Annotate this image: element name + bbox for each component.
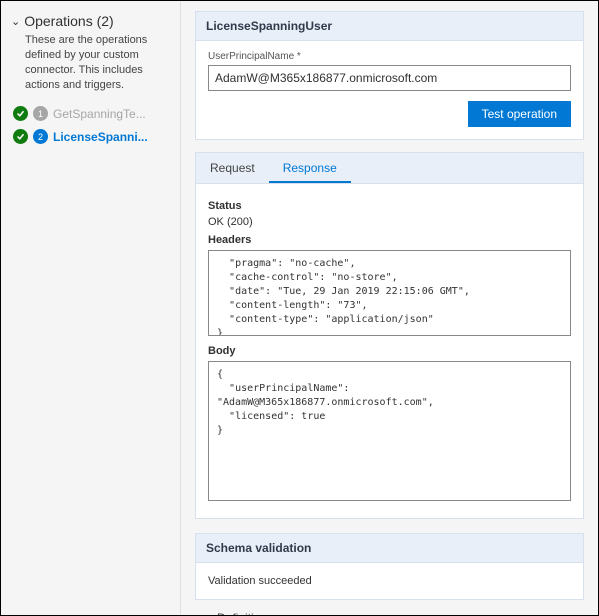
test-operation-button[interactable]: Test operation: [468, 101, 571, 127]
definition-link-label: Definition: [217, 611, 267, 615]
chevron-down-icon: ⌄: [11, 15, 20, 28]
schema-validation-message: Validation succeeded: [195, 563, 584, 600]
operations-sidebar: ⌄ Operations (2) These are the operation…: [1, 1, 181, 615]
body-textarea[interactable]: [208, 361, 571, 501]
operation-title-header: LicenseSpanningUser: [195, 11, 584, 41]
schema-validation-header: Schema validation: [195, 533, 584, 563]
response-panel: Status OK (200) Headers Body: [195, 183, 584, 519]
operation-number-badge: 1: [33, 106, 48, 121]
operation-item-licensespanning[interactable]: 2 LicenseSpanni...: [11, 125, 170, 148]
body-label: Body: [208, 345, 571, 357]
userprincipalname-input[interactable]: [208, 65, 571, 91]
operation-item-getspanning[interactable]: 1 GetSpanningTe...: [11, 102, 170, 125]
result-tabs: Request Response: [195, 152, 584, 183]
status-value: OK (200): [208, 216, 571, 228]
operation-label: LicenseSpanni...: [53, 130, 148, 144]
check-icon: [13, 129, 28, 144]
main-panel: LicenseSpanningUser UserPrincipalName * …: [181, 1, 598, 615]
operation-form: UserPrincipalName * Test operation: [195, 41, 584, 140]
check-icon: [13, 106, 28, 121]
tab-request[interactable]: Request: [196, 153, 269, 183]
headers-textarea[interactable]: [208, 250, 571, 336]
status-label: Status: [208, 200, 571, 212]
arrow-left-icon: ←: [197, 610, 211, 615]
field-label-userprincipalname: UserPrincipalName *: [208, 51, 571, 62]
operations-header[interactable]: ⌄ Operations (2): [11, 13, 170, 29]
definition-link[interactable]: ← Definition: [195, 600, 584, 615]
tab-response[interactable]: Response: [269, 153, 351, 183]
headers-label: Headers: [208, 234, 571, 246]
operations-title: Operations (2): [24, 13, 113, 29]
operation-number-badge: 2: [33, 129, 48, 144]
operations-description: These are the operations defined by your…: [25, 33, 170, 92]
operation-label: GetSpanningTe...: [53, 107, 146, 121]
